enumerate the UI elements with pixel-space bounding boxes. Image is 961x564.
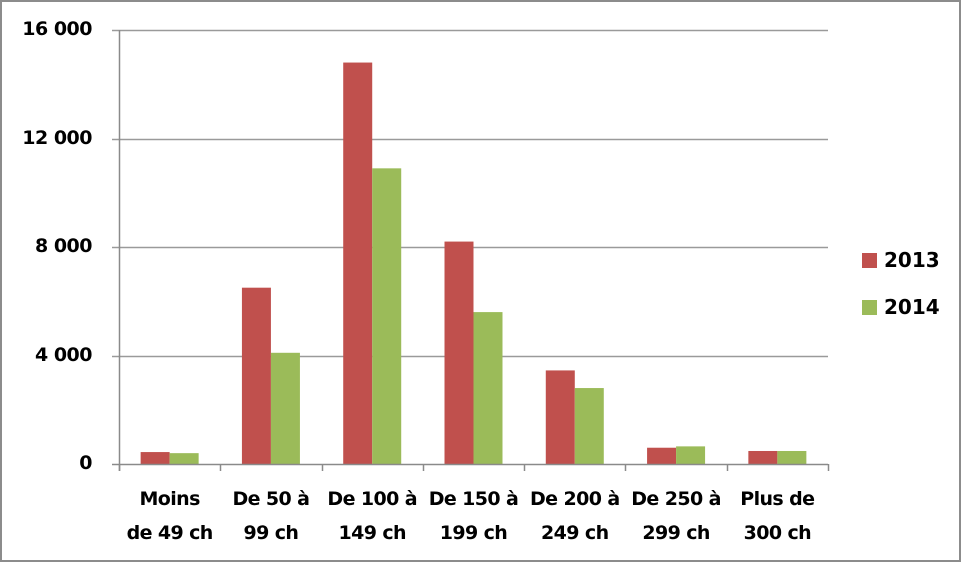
- y-tick-label: 4 000: [35, 343, 93, 366]
- y-tick-label: 0: [79, 451, 92, 474]
- y-tick-label: 12 000: [22, 126, 92, 149]
- bar-2014: [676, 446, 706, 464]
- bar-2013: [444, 241, 474, 464]
- bar-2013: [140, 452, 170, 464]
- x-category-label: Moins de 49 ch: [120, 482, 220, 550]
- bar-2013: [647, 447, 677, 464]
- bar-2014: [169, 453, 199, 464]
- bar-2014: [777, 450, 807, 464]
- legend-label-2014: 2014: [884, 295, 940, 319]
- x-category-label-line: 149 ch: [338, 522, 406, 544]
- x-category-label: De 150 à 199 ch: [424, 482, 524, 550]
- bar-2013: [343, 62, 373, 465]
- x-category-label-line: 299 ch: [642, 522, 710, 544]
- legend-swatch-2013: [862, 253, 877, 268]
- legend-swatch-2014: [862, 300, 877, 315]
- bar-2014: [372, 168, 402, 464]
- y-tick-label: 16 000: [22, 17, 92, 40]
- x-category-label-line: De 250 à: [631, 488, 721, 510]
- bar-2013: [545, 370, 575, 464]
- legend-label-2013: 2013: [884, 248, 940, 272]
- x-category-label-line: Moins: [139, 488, 200, 510]
- x-category-label-line: De 150 à: [428, 488, 519, 510]
- x-category-label: De 100 à 149 ch: [322, 482, 422, 550]
- x-category-label-line: 249 ch: [541, 522, 609, 544]
- x-category-label-line: 199 ch: [439, 522, 508, 544]
- x-category-label: De 250 à 299 ch: [626, 482, 726, 550]
- bar-2013: [241, 287, 271, 464]
- bar-2014: [270, 352, 300, 464]
- x-category-label-line: Plus de: [740, 488, 815, 510]
- bar-2013: [748, 450, 778, 464]
- x-category-label: Plus de 300 ch: [727, 482, 827, 550]
- bar-2014: [473, 312, 503, 464]
- x-category-label-line: de 49 ch: [126, 522, 214, 544]
- y-tick-label: 8 000: [35, 234, 93, 257]
- x-category-label-line: De 50 à: [232, 488, 310, 510]
- x-category-label-line: De 100 à: [327, 488, 417, 510]
- x-category-label: De 200 à 249 ch: [525, 482, 625, 550]
- x-category-label-line: 300 ch: [743, 522, 812, 544]
- x-category-label-line: De 200 à: [529, 488, 620, 510]
- x-category-label: De 50 à 99 ch: [221, 482, 321, 550]
- bar-2014: [574, 388, 604, 464]
- x-category-label-line: 99 ch: [243, 522, 299, 544]
